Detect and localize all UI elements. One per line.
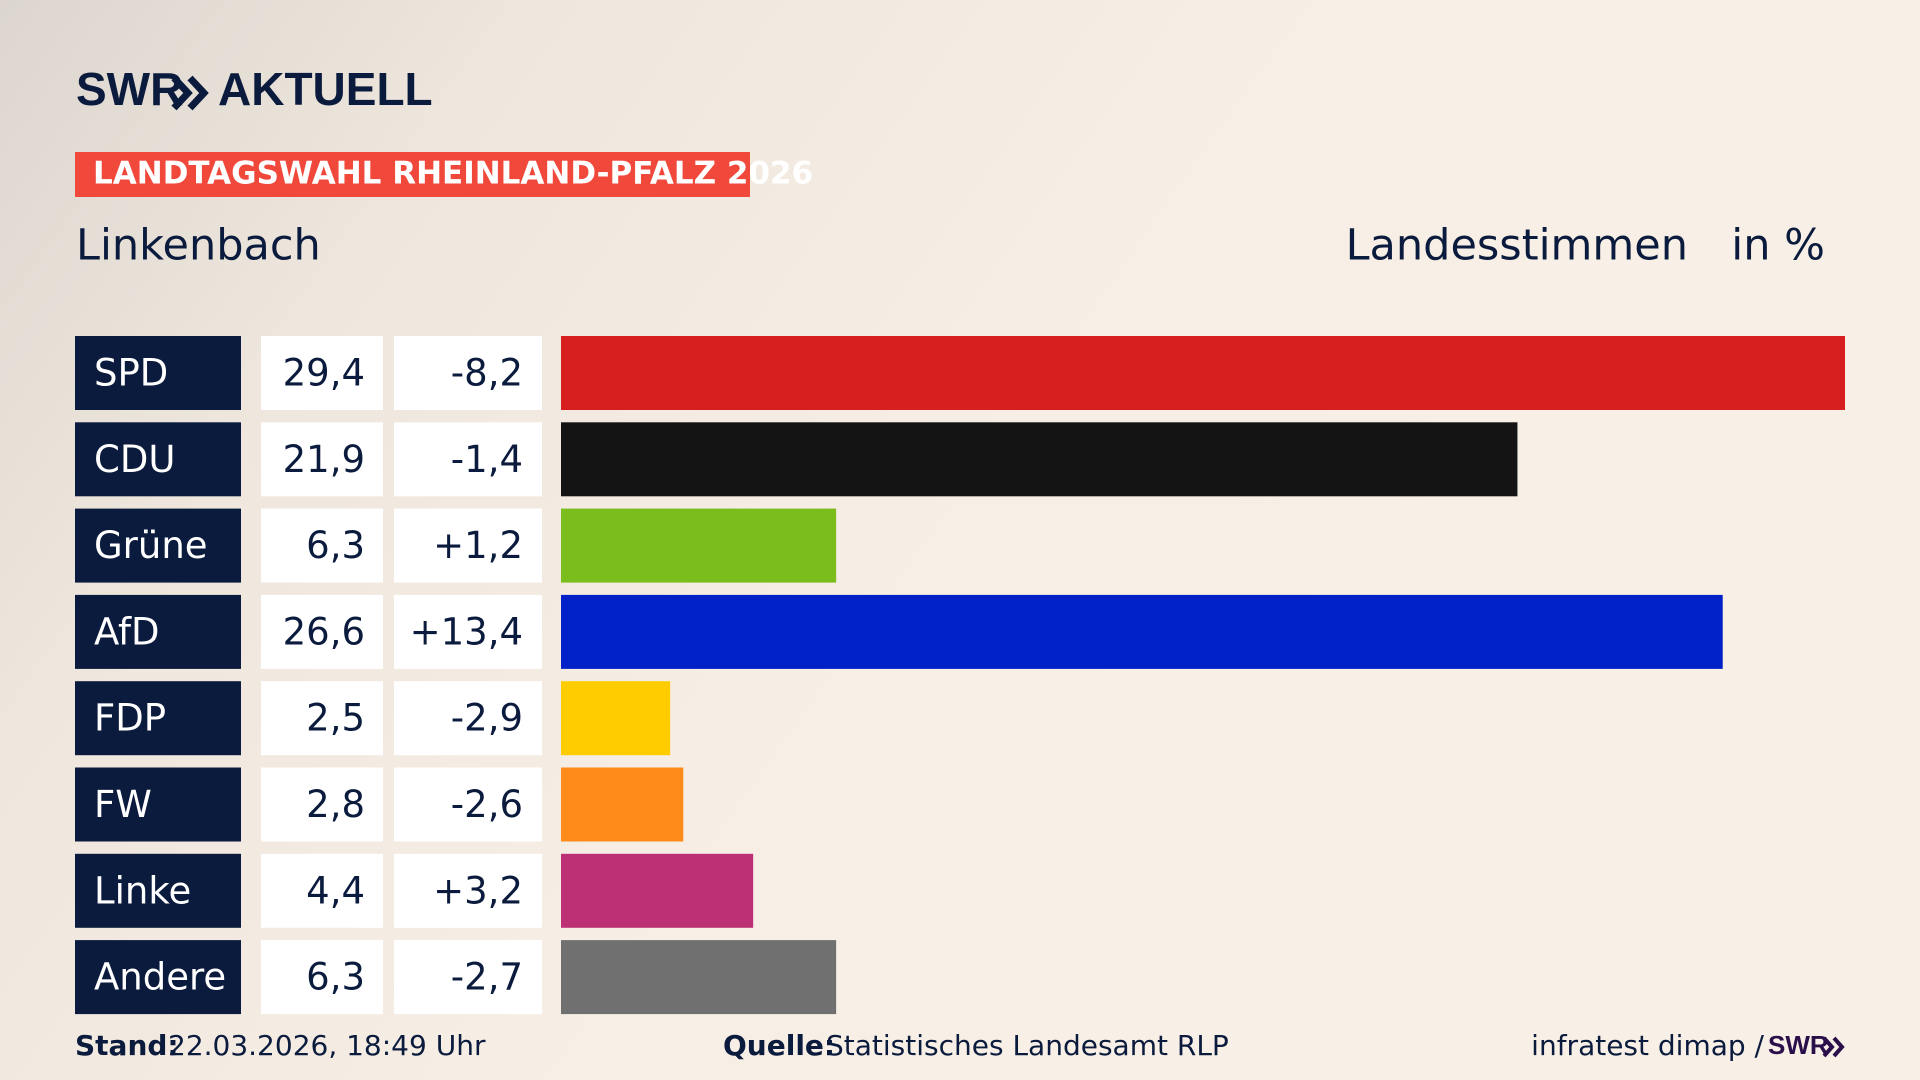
change-box <box>394 336 542 410</box>
stand: 22.03.2026, 18:49 Uhr <box>168 1029 486 1062</box>
change-label: -1,4 <box>451 438 523 481</box>
bar <box>561 508 837 583</box>
party-label: FW <box>94 783 152 826</box>
bar <box>561 940 837 1015</box>
party-box <box>75 767 241 842</box>
value-label: 2,5 <box>306 697 365 740</box>
value-box <box>261 767 383 842</box>
party-label: AfD <box>94 610 160 653</box>
unit-heading: in % <box>1731 221 1825 271</box>
brand-section: AKTUELL <box>218 63 433 115</box>
stand-label: Stand: <box>75 1029 179 1062</box>
value-box <box>261 940 383 1015</box>
bar <box>561 767 684 842</box>
bar <box>561 594 1723 669</box>
party-box <box>75 940 241 1015</box>
value-box <box>261 594 383 669</box>
value-heading: Landesstimmen <box>1346 221 1688 271</box>
value-label: 29,4 <box>283 352 365 395</box>
party-label: CDU <box>94 438 175 481</box>
party-label: Linke <box>94 869 191 912</box>
change-label: -8,2 <box>451 352 523 395</box>
value-label: 4,4 <box>306 869 365 912</box>
bar <box>561 853 754 928</box>
change-box <box>394 853 542 928</box>
party-box <box>75 594 241 669</box>
chart-subtitle: Linkenbach <box>76 221 321 271</box>
value-label: 21,9 <box>283 438 365 481</box>
change-box <box>394 508 542 583</box>
party-box <box>75 422 241 497</box>
brand-logo: SWR <box>76 63 183 115</box>
party-box <box>75 853 241 928</box>
party-box <box>75 508 241 583</box>
party-box <box>75 681 241 756</box>
value-box <box>261 422 383 497</box>
value-label: 2,8 <box>306 783 365 826</box>
change-box <box>394 767 542 842</box>
value-label: 26,6 <box>283 610 365 653</box>
credit-brand: SWR <box>1768 1030 1829 1060</box>
value-box <box>261 336 383 410</box>
value-label: 6,3 <box>306 524 365 567</box>
bar <box>561 422 1518 497</box>
credit: infratest dimap / <box>1531 1029 1764 1062</box>
value-box <box>261 853 383 928</box>
change-label: -2,6 <box>451 783 523 826</box>
value-box <box>261 681 383 756</box>
party-box <box>75 336 241 410</box>
change-box <box>394 594 542 669</box>
bar <box>561 336 1845 410</box>
source: Statistisches Landesamt RLP <box>826 1029 1229 1062</box>
change-box <box>394 681 542 756</box>
change-box <box>394 940 542 1015</box>
title-banner <box>75 152 750 197</box>
credit-chevrons <box>1822 1036 1845 1058</box>
rows: SPD 29,4 -8,2 CDU 21,9 -1,4 Grüne 6,3 +1,2 AfD 26,… <box>75 336 1845 1015</box>
party-label: Grüne <box>94 524 208 567</box>
bar <box>561 681 671 756</box>
value-label: 6,3 <box>306 956 365 999</box>
change-box <box>394 422 542 497</box>
change-label: +3,2 <box>433 869 523 912</box>
change-label: -2,9 <box>451 697 523 740</box>
chart-title: LANDTAGSWAHL RHEINLAND-PFALZ 2026 <box>93 156 813 192</box>
party-label: Andere <box>94 956 226 999</box>
source-label: Quelle: <box>723 1029 835 1062</box>
value-box <box>261 508 383 583</box>
change-label: +1,2 <box>433 524 523 567</box>
change-label: -2,7 <box>451 956 523 999</box>
change-label: +13,4 <box>410 610 523 653</box>
party-label: FDP <box>94 697 166 740</box>
brand-chevrons <box>171 75 209 111</box>
party-label: SPD <box>94 352 168 395</box>
